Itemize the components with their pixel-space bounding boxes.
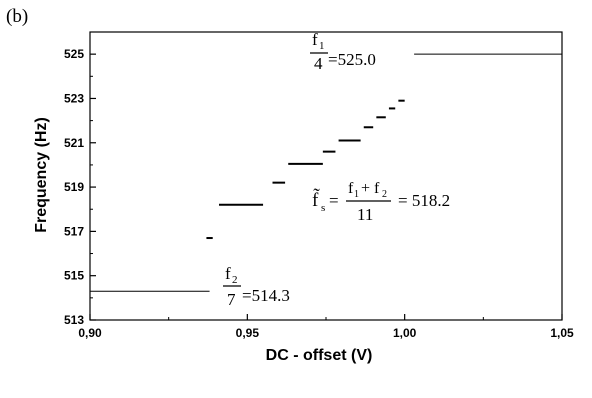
axis-ticks: 0,90 0,95 1,00 1,05 513 515 517 519 521 523 525 <box>64 47 574 340</box>
annotation-fs-num-f1-sub: 1 <box>354 189 359 200</box>
annotation-fs-num-plus-f2: + f <box>361 180 380 197</box>
annotation-f1-over-4: f 1 4 =525.0 <box>310 30 376 73</box>
y-tick-label: 523 <box>64 91 84 105</box>
annotation-fs-num-f2-sub: 2 <box>382 189 387 200</box>
y-tick-label: 517 <box>64 224 84 238</box>
annotation-f1-value: =525.0 <box>328 50 376 69</box>
annotation-f2-numerator-sub: 2 <box>232 274 238 286</box>
annotation-f2-numerator: f <box>225 264 231 283</box>
plot-area-frame <box>89 31 563 321</box>
frequency-steps <box>90 53 562 292</box>
y-tick-label: 513 <box>64 313 84 327</box>
y-axis-label: Frequency (Hz) <box>33 117 50 233</box>
annotation-f2-value: =514.3 <box>242 286 290 305</box>
annotation-f2-denominator: 7 <box>227 290 236 309</box>
x-axis-label: DC - offset (V) <box>266 347 373 364</box>
annotation-fs-denominator: 11 <box>357 205 373 224</box>
x-tick-label: 0,90 <box>78 326 102 340</box>
y-tick-label: 525 <box>64 47 84 61</box>
x-tick-label: 1,00 <box>393 326 417 340</box>
y-tick-label: 515 <box>64 269 84 283</box>
y-tick-label: 521 <box>64 136 84 150</box>
annotation-fs-symbol-sub: s <box>321 202 325 214</box>
annotation-fs-equals: = <box>329 191 339 210</box>
annotation-f1-denominator: 4 <box>314 54 323 73</box>
annotation-fs-num-f1: f <box>348 180 354 197</box>
annotation-f2-over-7: f 2 7 =514.3 <box>223 264 290 309</box>
annotation-fs: f̃ s = f 1 + f 2 11 = 518.2 <box>312 180 450 224</box>
y-tick-label: 519 <box>64 180 84 194</box>
panel-label: (b) <box>6 6 28 27</box>
annotation-f1-numerator: f <box>312 30 318 49</box>
annotation-f1-numerator-sub: 1 <box>319 40 325 52</box>
x-tick-label: 1,05 <box>550 326 574 340</box>
annotation-fs-value: = 518.2 <box>398 191 450 210</box>
x-tick-label: 0,95 <box>236 326 260 340</box>
annotation-fs-symbol: f̃ <box>312 187 320 211</box>
